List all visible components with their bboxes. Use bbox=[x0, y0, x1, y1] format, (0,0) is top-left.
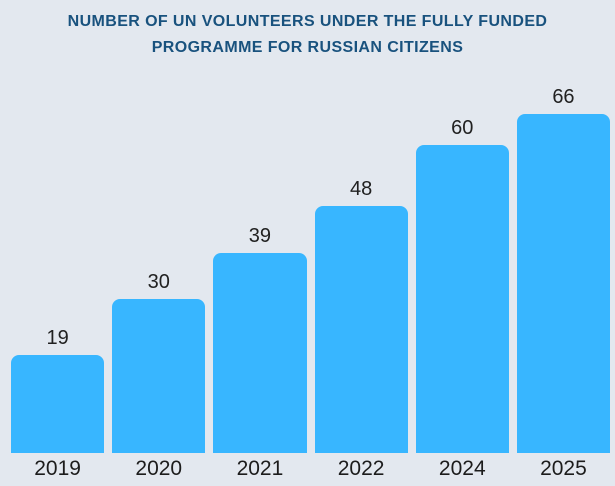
x-axis-label: 2024 bbox=[438, 457, 486, 480]
bar bbox=[314, 206, 408, 453]
bar bbox=[516, 114, 611, 453]
bar-column: 39 bbox=[213, 86, 307, 453]
chart-title-line-1: NUMBER OF UN VOLUNTEERS UNDER THE FULLY … bbox=[67, 13, 548, 30]
x-axis-label: 2020 bbox=[135, 457, 183, 480]
x-axis-label: 2021 bbox=[236, 457, 284, 480]
bar-column: 48 bbox=[314, 86, 408, 453]
chart-title-line-2: PROGRAMME FOR RUSSIAN CITIZENS bbox=[151, 39, 464, 56]
bar-value-label: 60 bbox=[451, 117, 474, 139]
bar-value-label: 39 bbox=[248, 225, 272, 247]
bar-chart: 19 30 39 48 60 66 2019 2020 2021 2022 2024 2025 bbox=[11, 86, 611, 486]
bar bbox=[112, 299, 206, 453]
bar-value-label: 66 bbox=[552, 86, 575, 108]
x-axis-label: 2025 bbox=[540, 457, 587, 480]
bar bbox=[415, 145, 509, 453]
x-axis-label: 2019 bbox=[34, 457, 81, 480]
bar-value-label: 30 bbox=[147, 271, 170, 293]
x-axis-label: 2022 bbox=[337, 457, 385, 480]
bar-column: 19 bbox=[11, 86, 105, 453]
chart-title: NUMBER OF UN VOLUNTEERS UNDER THE FULLY … bbox=[0, 0, 615, 61]
bar-value-label: 48 bbox=[349, 178, 373, 200]
bar-column: 60 bbox=[415, 86, 509, 453]
bar-chart-plot-area: 19 30 39 48 60 66 bbox=[11, 86, 611, 453]
bar-column: 66 bbox=[516, 86, 611, 453]
bar bbox=[213, 253, 307, 453]
bar-value-label: 19 bbox=[46, 327, 69, 349]
x-axis: 2019 2020 2021 2022 2024 2025 bbox=[11, 453, 610, 486]
bar bbox=[11, 355, 105, 453]
bar-column: 30 bbox=[112, 86, 206, 453]
